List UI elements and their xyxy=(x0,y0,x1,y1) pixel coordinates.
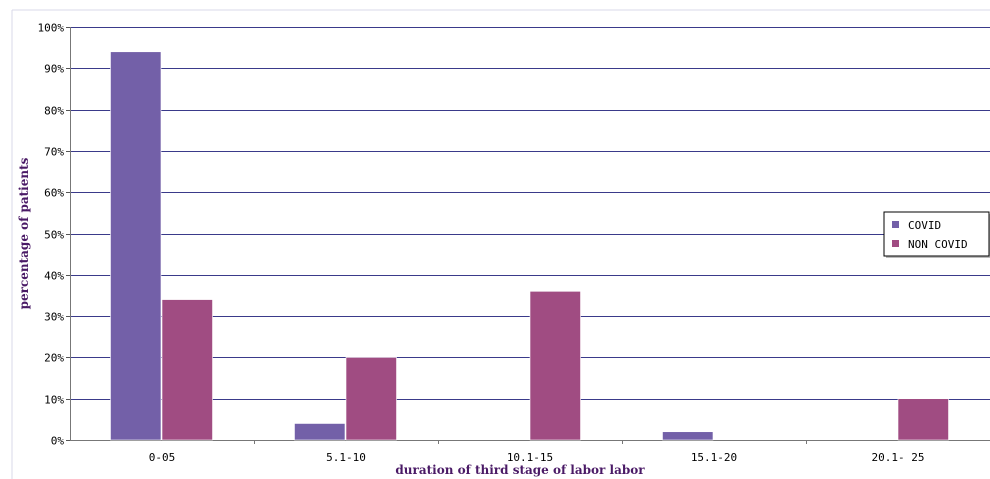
x-tick-label: 10.1-15 xyxy=(507,451,553,464)
bar-covid xyxy=(110,51,162,441)
bar-non-covid xyxy=(345,357,397,441)
y-tick-label: 70% xyxy=(44,146,64,159)
y-tick-label: 0% xyxy=(51,435,65,448)
legend xyxy=(883,211,990,257)
bar-non-covid xyxy=(161,299,213,441)
y-tick-label: 10% xyxy=(44,394,64,407)
x-tick-label: 5.1-10 xyxy=(326,451,366,464)
y-tick-label: 50% xyxy=(44,229,64,242)
y-axis-title: percentage of patients xyxy=(17,157,31,309)
y-tick-label: 90% xyxy=(44,63,64,76)
y-tick-label: 40% xyxy=(44,270,64,283)
bar-covid xyxy=(662,431,714,441)
y-tick-label: 20% xyxy=(44,352,64,365)
x-axis-title: duration of third stage of labor labor xyxy=(395,463,645,477)
legend-swatch xyxy=(892,221,899,228)
y-tick-label: 100% xyxy=(38,22,65,35)
bar-covid xyxy=(294,423,346,441)
bar-non-covid xyxy=(897,398,949,441)
y-tick-label: 80% xyxy=(44,105,64,118)
bar-non-covid xyxy=(529,291,581,441)
x-tick-label: 0-05 xyxy=(149,451,176,464)
y-tick-label: 60% xyxy=(44,187,64,200)
legend-label: COVID xyxy=(908,219,941,232)
y-tick-label: 30% xyxy=(44,311,64,324)
x-tick-label: 20.1- 25 xyxy=(872,451,925,464)
x-tick-label: 15.1-20 xyxy=(691,451,737,464)
legend-swatch xyxy=(892,240,899,247)
legend-label: NON COVID xyxy=(908,238,968,251)
